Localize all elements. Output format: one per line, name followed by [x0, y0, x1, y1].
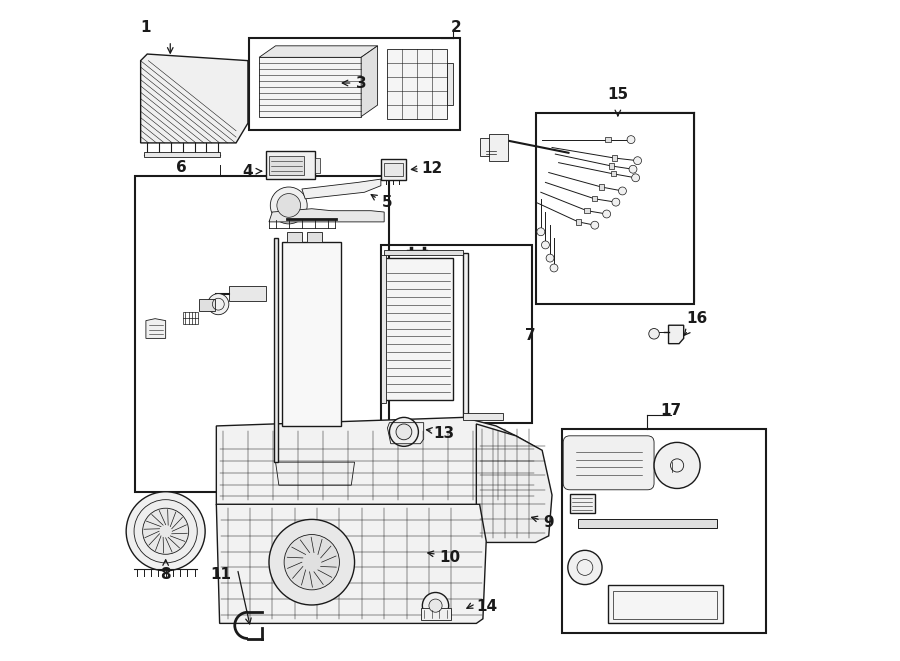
Text: 16: 16 — [686, 311, 707, 326]
Bar — [610, 171, 616, 176]
Polygon shape — [216, 504, 486, 623]
Bar — [287, 232, 302, 242]
Circle shape — [649, 329, 660, 339]
Bar — [144, 152, 220, 157]
Circle shape — [537, 228, 544, 236]
Bar — [592, 196, 598, 202]
Bar — [464, 253, 468, 417]
Circle shape — [632, 174, 640, 182]
Circle shape — [126, 492, 205, 570]
Bar — [315, 158, 320, 173]
Circle shape — [591, 221, 599, 229]
Polygon shape — [361, 46, 378, 116]
Circle shape — [134, 500, 197, 563]
Bar — [381, 159, 406, 180]
Circle shape — [284, 535, 339, 590]
Bar — [584, 208, 590, 214]
Bar — [608, 163, 614, 169]
Polygon shape — [259, 58, 361, 116]
FancyBboxPatch shape — [563, 436, 654, 490]
Polygon shape — [275, 462, 355, 485]
Bar — [249, 38, 460, 130]
Text: 10: 10 — [439, 550, 461, 565]
Circle shape — [429, 599, 442, 612]
Bar — [446, 63, 454, 105]
Bar — [464, 413, 503, 420]
Bar — [598, 184, 604, 190]
Bar — [388, 50, 446, 118]
Bar — [612, 155, 617, 161]
Circle shape — [270, 187, 307, 224]
Circle shape — [396, 424, 412, 440]
Polygon shape — [259, 46, 378, 58]
Bar — [606, 137, 610, 142]
Bar — [570, 494, 595, 514]
Text: 14: 14 — [476, 600, 498, 615]
Bar — [381, 245, 532, 422]
Circle shape — [390, 417, 418, 446]
Bar — [269, 156, 304, 175]
Polygon shape — [146, 319, 166, 338]
Circle shape — [277, 194, 301, 217]
Bar — [384, 258, 454, 400]
Bar — [266, 151, 315, 179]
Text: 13: 13 — [433, 426, 454, 441]
Bar — [184, 312, 198, 324]
Text: 1: 1 — [140, 20, 151, 35]
Text: 17: 17 — [660, 403, 681, 418]
Circle shape — [603, 210, 610, 218]
Text: 3: 3 — [356, 75, 366, 91]
Bar — [608, 585, 724, 623]
Bar — [284, 217, 451, 223]
Bar — [536, 113, 694, 304]
Circle shape — [568, 551, 602, 584]
Bar — [421, 608, 451, 620]
Bar — [384, 163, 402, 176]
Polygon shape — [216, 417, 539, 505]
Bar — [562, 429, 766, 633]
Text: 6: 6 — [176, 160, 187, 175]
Bar — [135, 176, 389, 492]
Circle shape — [634, 157, 642, 165]
Polygon shape — [140, 54, 248, 143]
Polygon shape — [269, 209, 384, 222]
Text: 4: 4 — [243, 164, 253, 178]
Circle shape — [208, 293, 229, 315]
Bar — [283, 242, 341, 426]
Bar — [307, 232, 321, 242]
Text: 9: 9 — [544, 515, 554, 530]
Circle shape — [269, 520, 355, 605]
Bar — [274, 239, 278, 462]
Circle shape — [546, 254, 554, 262]
Text: 12: 12 — [421, 161, 443, 176]
Text: 7: 7 — [525, 328, 535, 342]
Bar — [579, 519, 716, 528]
Polygon shape — [476, 424, 552, 543]
Bar — [230, 286, 266, 301]
Circle shape — [550, 264, 558, 272]
Circle shape — [422, 592, 449, 619]
Circle shape — [627, 136, 635, 143]
Bar — [384, 250, 464, 254]
Circle shape — [629, 165, 637, 173]
Bar — [381, 254, 386, 403]
Circle shape — [142, 508, 189, 555]
Circle shape — [618, 187, 626, 195]
Text: 11: 11 — [211, 566, 231, 582]
Text: 5: 5 — [382, 195, 392, 210]
Bar — [199, 299, 215, 311]
Text: 8: 8 — [160, 566, 171, 582]
Text: 15: 15 — [608, 87, 628, 102]
Bar — [576, 219, 581, 225]
Bar — [613, 591, 717, 619]
Circle shape — [542, 241, 549, 249]
Polygon shape — [302, 179, 381, 199]
Text: 2: 2 — [451, 20, 462, 35]
Circle shape — [612, 198, 620, 206]
Bar — [490, 134, 508, 161]
Bar — [480, 137, 493, 156]
Polygon shape — [669, 325, 684, 344]
Circle shape — [654, 442, 700, 488]
